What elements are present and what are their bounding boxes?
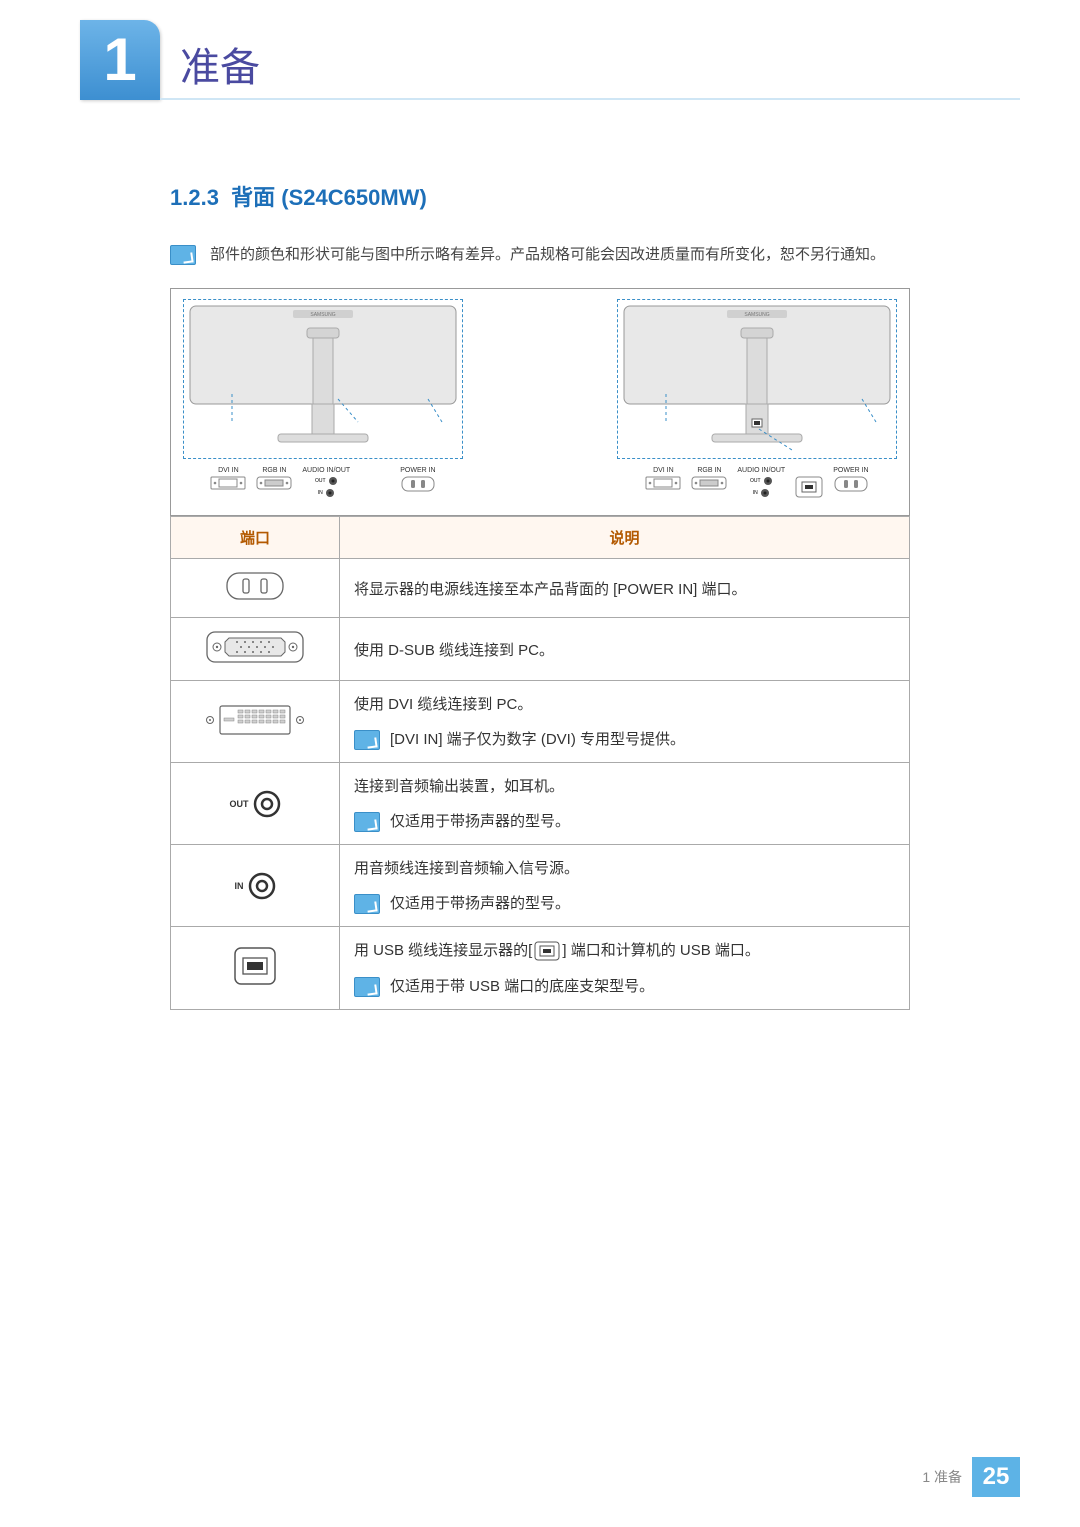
th-desc: 说明 bbox=[340, 517, 910, 559]
rear-diagram: SAMSUNG DVI IN bbox=[170, 288, 910, 517]
chapter-title: 准备 bbox=[180, 35, 260, 93]
usb-port-icon bbox=[233, 946, 277, 986]
desc-power: 将显示器的电源线连接至本产品背面的 [POWER IN] 端口。 bbox=[340, 559, 910, 618]
monitor-back-right: SAMSUNG bbox=[622, 304, 892, 454]
row-audio-in: IN 用音频线连接到音频输入信号源。 仅适用于带扬声器的型号。 bbox=[171, 845, 910, 927]
dsub-port-icon bbox=[205, 630, 305, 664]
note-dvi: [DVI IN] 端子仅为数字 (DVI) 专用型号提供。 bbox=[354, 728, 895, 750]
top-note-text: 部件的颜色和形状可能与图中所示略有差异。产品规格可能会因改进质量而有所变化，恕不… bbox=[210, 242, 885, 268]
audio-in-label: IN bbox=[235, 881, 244, 891]
port-spec-table: 端口 说明 将显示器的电源线连接至本产品背面的 [POWER IN] 端口。 bbox=[170, 516, 910, 1010]
row-power: 将显示器的电源线连接至本产品背面的 [POWER IN] 端口。 bbox=[171, 559, 910, 618]
note-usb: 仅适用于带 USB 端口的底座支架型号。 bbox=[354, 975, 895, 997]
row-dsub: 使用 D-SUB 缆线连接到 PC。 bbox=[171, 618, 910, 681]
note-icon bbox=[354, 730, 380, 750]
desc-audio-out: 连接到音频输出装置，如耳机。 bbox=[354, 775, 895, 796]
audio-out-icon bbox=[253, 790, 281, 818]
svg-text:SAMSUNG: SAMSUNG bbox=[744, 312, 769, 318]
svg-text:SAMSUNG: SAMSUNG bbox=[310, 312, 335, 318]
chapter-number-tab: 1 bbox=[80, 20, 160, 100]
monitor-back-left: SAMSUNG bbox=[188, 304, 458, 454]
desc-audio-in: 用音频线连接到音频输入信号源。 bbox=[354, 857, 895, 878]
section-title: 1.2.3 背面 (S24C650MW) bbox=[170, 180, 910, 212]
note-icon bbox=[354, 894, 380, 914]
usb-inline-icon bbox=[534, 941, 560, 961]
top-note: 部件的颜色和形状可能与图中所示略有差异。产品规格可能会因改进质量而有所变化，恕不… bbox=[170, 242, 910, 268]
note-audio-in: 仅适用于带扬声器的型号。 bbox=[354, 892, 895, 914]
note-icon bbox=[354, 812, 380, 832]
desc-dsub: 使用 D-SUB 缆线连接到 PC。 bbox=[340, 618, 910, 681]
chapter-divider bbox=[160, 98, 1020, 100]
power-port-icon bbox=[225, 571, 285, 601]
note-icon bbox=[354, 977, 380, 997]
desc-usb: 用 USB 缆线连接显示器的[] 端口和计算机的 USB 端口。 bbox=[354, 939, 895, 961]
row-audio-out: OUT 连接到音频输出装置，如耳机。 仅适用于带扬声器的型号。 bbox=[171, 763, 910, 845]
row-usb: 用 USB 缆线连接显示器的[] 端口和计算机的 USB 端口。 仅适用于带 U… bbox=[171, 927, 910, 1010]
page-footer: 1 准备 25 bbox=[922, 1457, 1020, 1497]
footer-breadcrumb: 1 准备 bbox=[922, 1467, 972, 1487]
audio-in-icon bbox=[248, 872, 276, 900]
note-audio-out: 仅适用于带扬声器的型号。 bbox=[354, 810, 895, 832]
footer-page-number: 25 bbox=[972, 1457, 1020, 1497]
th-port: 端口 bbox=[171, 517, 340, 559]
audio-out-label: OUT bbox=[230, 799, 249, 809]
note-icon bbox=[170, 245, 196, 265]
row-dvi: 使用 DVI 缆线连接到 PC。 [DVI IN] 端子仅为数字 (DVI) 专… bbox=[171, 681, 910, 763]
dvi-port-icon bbox=[200, 700, 310, 740]
desc-dvi: 使用 DVI 缆线连接到 PC。 bbox=[354, 693, 895, 714]
